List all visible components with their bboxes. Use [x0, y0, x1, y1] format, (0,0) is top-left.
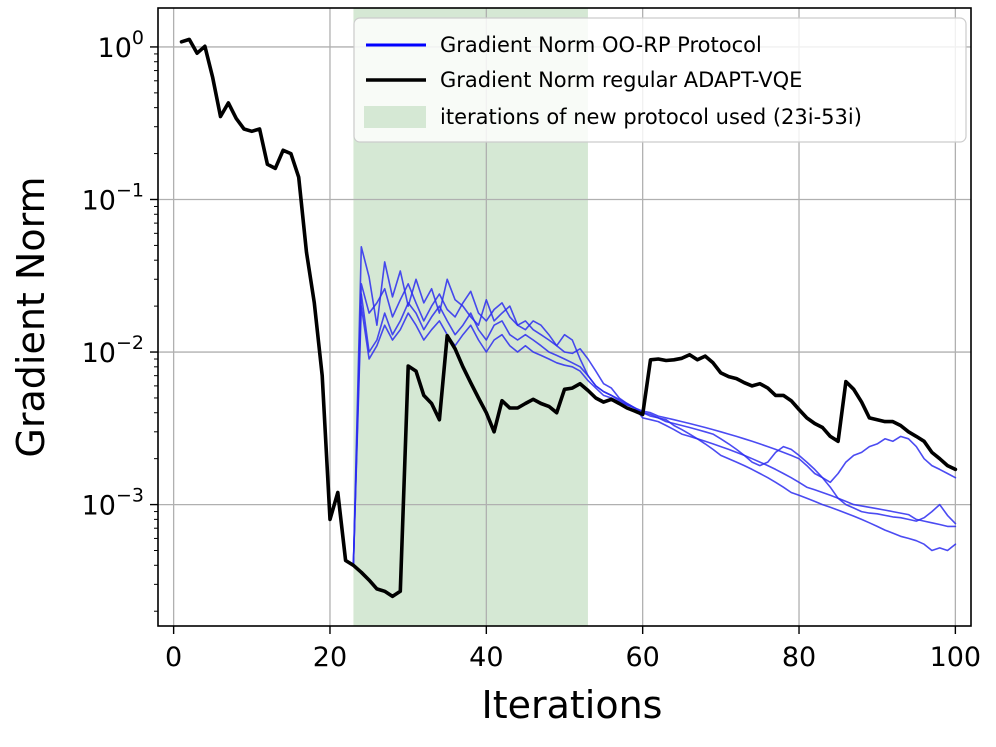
series-line-oo-rp-run-2	[352, 282, 957, 567]
x-axis-title: Iterations	[482, 683, 663, 727]
y-tick-label: 10−1	[82, 179, 144, 216]
y-tick-label: 10−3	[82, 485, 144, 522]
y-axis-title: Gradient Norm	[9, 176, 53, 457]
x-tick-label: 0	[165, 642, 182, 673]
legend-label-oo-rp: Gradient Norm OO-RP Protocol	[440, 33, 762, 57]
legend: Gradient Norm OO-RP Protocol Gradient No…	[353, 17, 967, 143]
x-tick-label: 60	[625, 642, 659, 673]
series-layer	[179, 37, 958, 599]
y-tick-label: 100	[98, 27, 144, 64]
legend-patch-shaded	[364, 106, 426, 128]
tick-layer: 0 20 40 60 80 100 100 10−1 10−2 10−3	[82, 27, 982, 673]
x-tick-label: 20	[313, 642, 347, 673]
legend-box	[353, 17, 967, 143]
plot-frame	[157, 7, 972, 627]
y-tick-label: 10−2	[82, 332, 144, 369]
legend-label-regular: Gradient Norm regular ADAPT-VQE	[440, 68, 802, 92]
legend-label-shaded: iterations of new protocol used (23i-53i…	[440, 105, 862, 129]
x-tick-label: 100	[930, 642, 982, 673]
x-tick-label: 80	[782, 642, 816, 673]
x-tick-label: 40	[469, 642, 503, 673]
series-line-oo-rp-run-3	[352, 293, 957, 567]
series-line-regular-adapt-vqe	[179, 37, 958, 599]
